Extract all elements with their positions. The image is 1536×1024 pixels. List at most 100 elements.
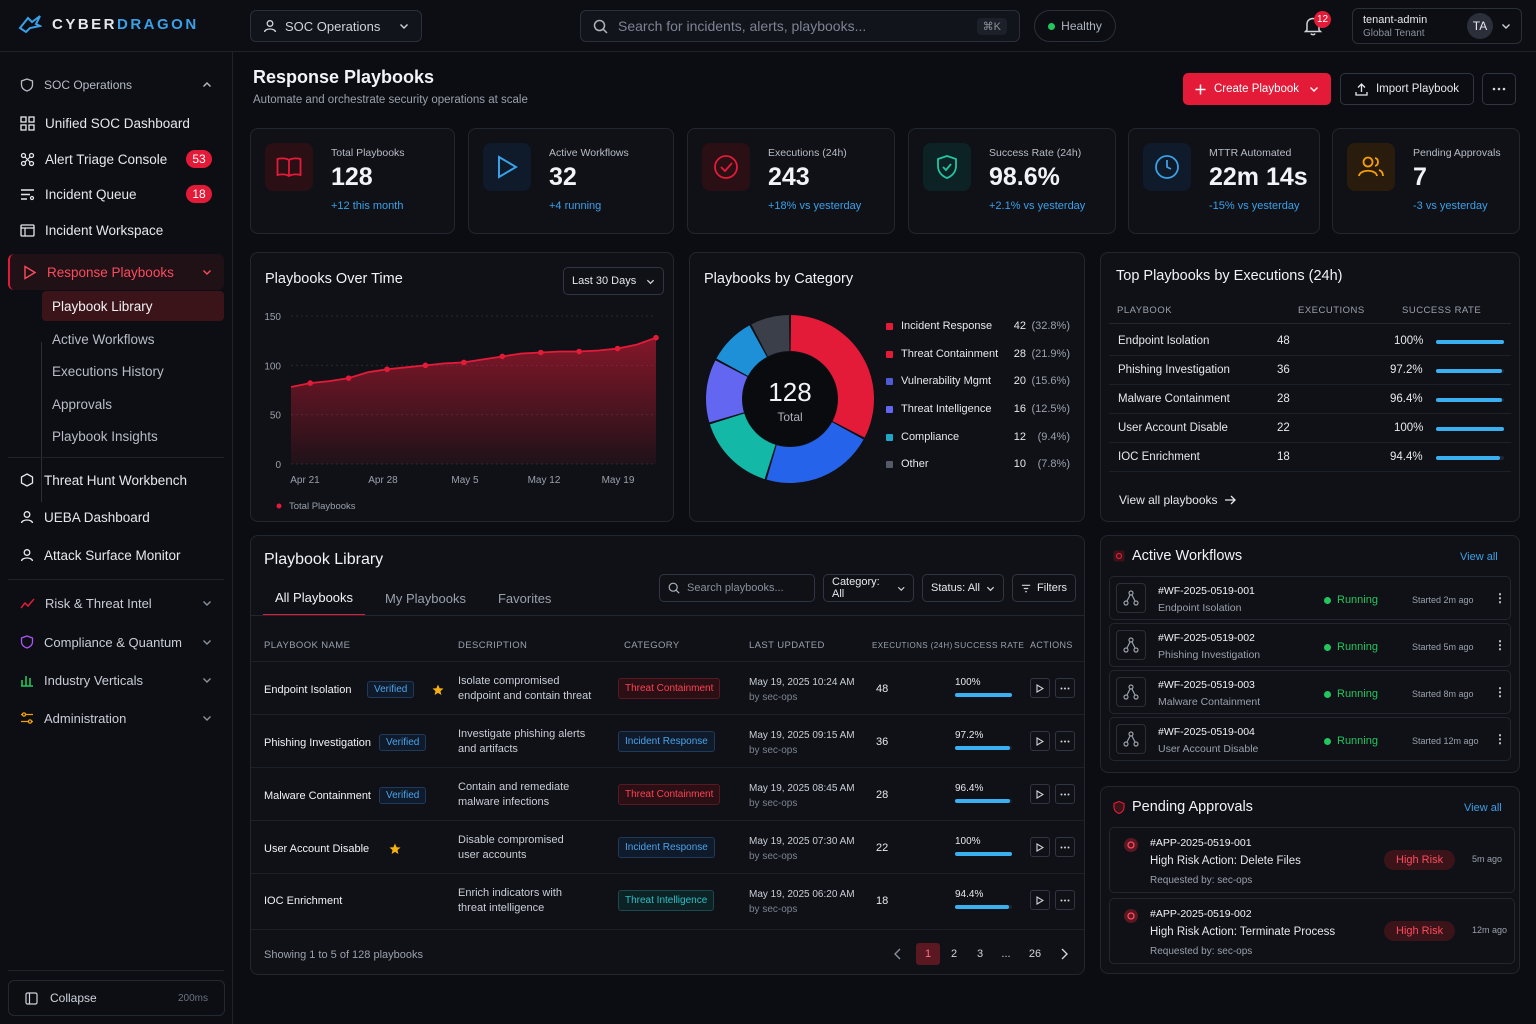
run-playbook-button[interactable] [1030, 784, 1050, 804]
sidebar-subitem-executions-history[interactable]: Executions History [52, 363, 164, 379]
table-row[interactable]: Malware Containment Verified Contain and… [251, 767, 1084, 820]
workspace-select[interactable]: SOC Operations [250, 10, 422, 42]
sidebar-item-incident-queue[interactable]: Incident Queue 18 [8, 178, 224, 210]
column-header[interactable]: CATEGORY [624, 640, 680, 651]
sidebar-subitem-active-workflows[interactable]: Active Workflows [52, 331, 155, 347]
stat-card-active-workflows[interactable]: Active Workflows 32 +4 running [468, 128, 674, 234]
row-more-button[interactable] [1055, 784, 1075, 804]
collapse-sidebar-button[interactable]: Collapse 200ms [8, 980, 225, 1016]
star-icon[interactable] [389, 843, 401, 855]
sidebar-section-compliance-quantum[interactable]: Compliance & Quantum [8, 626, 224, 658]
import-playbook-button[interactable]: Import Playbook [1340, 73, 1474, 105]
view-all-workflows-link[interactable]: View all [1460, 551, 1498, 563]
more-vertical-icon[interactable]: ⋮ [1494, 638, 1506, 652]
playbook-name[interactable]: User Account Disable [264, 843, 370, 855]
page-button[interactable]: 26 [1028, 948, 1042, 960]
more-actions-button[interactable] [1482, 73, 1516, 105]
category-filter[interactable]: Category: All [823, 574, 914, 602]
workflow-item[interactable]: #WF-2025-0519-002 Phishing Investigation… [1109, 623, 1511, 667]
sidebar-item-incident-workspace[interactable]: Incident Workspace [8, 214, 224, 246]
sidebar-subitem-approvals[interactable]: Approvals [52, 396, 113, 412]
workflow-item[interactable]: #WF-2025-0519-003 Malware Containment Ru… [1109, 670, 1511, 714]
more-vertical-icon[interactable]: ⋮ [1494, 685, 1506, 699]
table-row[interactable]: Phishing Investigation Verified Investig… [251, 714, 1084, 767]
row-more-button[interactable] [1055, 837, 1075, 857]
brand-logo[interactable]: CYBERDRAGON [18, 14, 199, 34]
workflow-id: #WF-2025-0519-002 [1158, 632, 1255, 644]
panel-title: Playbooks by Category [704, 271, 854, 287]
filters-button[interactable]: Filters [1012, 574, 1076, 602]
page-button[interactable]: 1 [916, 943, 940, 965]
row-more-button[interactable] [1055, 731, 1075, 751]
column-header[interactable]: SUCCESS RATE [954, 640, 1025, 650]
stat-card-mttr[interactable]: MTTR Automated 22m 14s -15% vs yesterday [1128, 128, 1320, 234]
playbook-name[interactable]: Endpoint Isolation [264, 684, 352, 696]
column-header[interactable]: PLAYBOOK NAME [264, 640, 351, 651]
donut-slice[interactable] [766, 422, 864, 483]
star-icon[interactable] [432, 684, 444, 696]
create-playbook-button[interactable]: Create Playbook [1183, 73, 1331, 105]
column-header[interactable]: EXECUTIONS (24H) [872, 641, 953, 650]
playbook-search-input[interactable]: Search playbooks... [659, 574, 815, 602]
page-button[interactable]: 3 [976, 948, 984, 960]
run-playbook-button[interactable] [1030, 678, 1050, 698]
playbook-name[interactable]: Phishing Investigation [264, 737, 372, 749]
view-all-playbooks-link[interactable]: View all playbooks [1119, 493, 1236, 507]
chevron-right-icon[interactable] [1059, 948, 1069, 960]
table-row[interactable]: IOC Enrichment Enrich indicators with thr… [251, 873, 1084, 926]
approval-item[interactable]: #APP-2025-0519-001 High Risk Action: Del… [1109, 827, 1515, 893]
sidebar-group-soc-operations[interactable]: SOC Operations [8, 69, 224, 101]
donut-slice[interactable] [706, 360, 748, 423]
health-status[interactable]: Healthy [1034, 10, 1116, 42]
sidebar-item-ueba-dashboard[interactable]: UEBA Dashboard [8, 501, 224, 533]
table-row[interactable]: User Account Disable Disable compromised… [251, 820, 1084, 873]
stat-card-total-playbooks[interactable]: Total Playbooks 128 +12 this month [250, 128, 455, 234]
sidebar-section-industry-verticals[interactable]: Industry Verticals [8, 664, 224, 696]
status-filter[interactable]: Status: All [922, 574, 1004, 602]
date-range-select[interactable]: Last 30 Days [563, 267, 664, 295]
column-header[interactable]: LAST UPDATED [749, 640, 825, 651]
row-more-button[interactable] [1055, 678, 1075, 698]
sidebar-item-threat-hunt-workbench[interactable]: Threat Hunt Workbench [8, 464, 224, 496]
approval-item[interactable]: #APP-2025-0519-002 High Risk Action: Ter… [1109, 898, 1515, 964]
playbook-name[interactable]: Malware Containment [264, 790, 371, 802]
donut-slice[interactable] [790, 315, 874, 438]
stat-card-executions[interactable]: Executions (24h) 243 +18% vs yesterday [687, 128, 895, 234]
sidebar-subitem-playbook-library[interactable]: Playbook Library [42, 291, 224, 321]
table-row[interactable]: Endpoint Isolation Verified Isolate comp… [251, 661, 1084, 714]
sidebar-subitem-playbook-insights[interactable]: Playbook Insights [52, 428, 158, 444]
donut-slice[interactable] [716, 325, 767, 376]
tab-my-playbooks[interactable]: My Playbooks [385, 590, 466, 606]
run-playbook-button[interactable] [1030, 890, 1050, 910]
view-all-approvals-link[interactable]: View all [1464, 802, 1502, 814]
table-row[interactable]: IOC Enrichment 18 94.4% [1109, 443, 1511, 472]
chevron-left-icon[interactable] [893, 948, 903, 960]
run-playbook-button[interactable] [1030, 837, 1050, 857]
sidebar-section-risk-threat-intel[interactable]: Risk & Threat Intel [8, 587, 224, 619]
table-row[interactable]: User Account Disable 22 100% [1109, 414, 1511, 443]
more-vertical-icon[interactable]: ⋮ [1494, 591, 1506, 605]
page-button[interactable]: 2 [950, 948, 958, 960]
tab-favorites[interactable]: Favorites [497, 590, 552, 606]
more-vertical-icon[interactable]: ⋮ [1494, 732, 1506, 746]
sidebar-item-response-playbooks[interactable]: Response Playbooks [8, 254, 224, 290]
donut-slice[interactable] [709, 413, 776, 480]
workflow-item[interactable]: #WF-2025-0519-004 User Account Disable R… [1109, 717, 1511, 761]
run-playbook-button[interactable] [1030, 731, 1050, 751]
sidebar-item-unified-soc-dashboard[interactable]: Unified SOC Dashboard [8, 107, 224, 139]
workflow-item[interactable]: #WF-2025-0519-001 Endpoint Isolation Run… [1109, 576, 1511, 620]
playbook-name[interactable]: IOC Enrichment [264, 895, 343, 907]
tab-all-playbooks[interactable]: All Playbooks [263, 580, 366, 616]
row-more-button[interactable] [1055, 890, 1075, 910]
table-row[interactable]: Malware Containment 28 96.4% [1109, 385, 1511, 414]
sidebar-section-administration[interactable]: Administration [8, 702, 224, 734]
stat-card-pending-approvals[interactable]: Pending Approvals 7 -3 vs yesterday [1332, 128, 1520, 234]
stat-card-success-rate[interactable]: Success Rate (24h) 98.6% +2.1% vs yester… [908, 128, 1116, 234]
tenant-menu[interactable]: tenant-admin Global Tenant TA [1352, 8, 1522, 44]
sidebar-item-attack-surface-monitor[interactable]: Attack Surface Monitor [8, 539, 224, 571]
table-row[interactable]: Endpoint Isolation 48 100% [1109, 327, 1511, 356]
table-row[interactable]: Phishing Investigation 36 97.2% [1109, 356, 1511, 385]
global-search-input[interactable]: Search for incidents, alerts, playbooks.… [580, 10, 1020, 42]
donut-slice[interactable] [751, 315, 790, 357]
sidebar-item-alert-triage-console[interactable]: Alert Triage Console 53 [8, 143, 224, 175]
